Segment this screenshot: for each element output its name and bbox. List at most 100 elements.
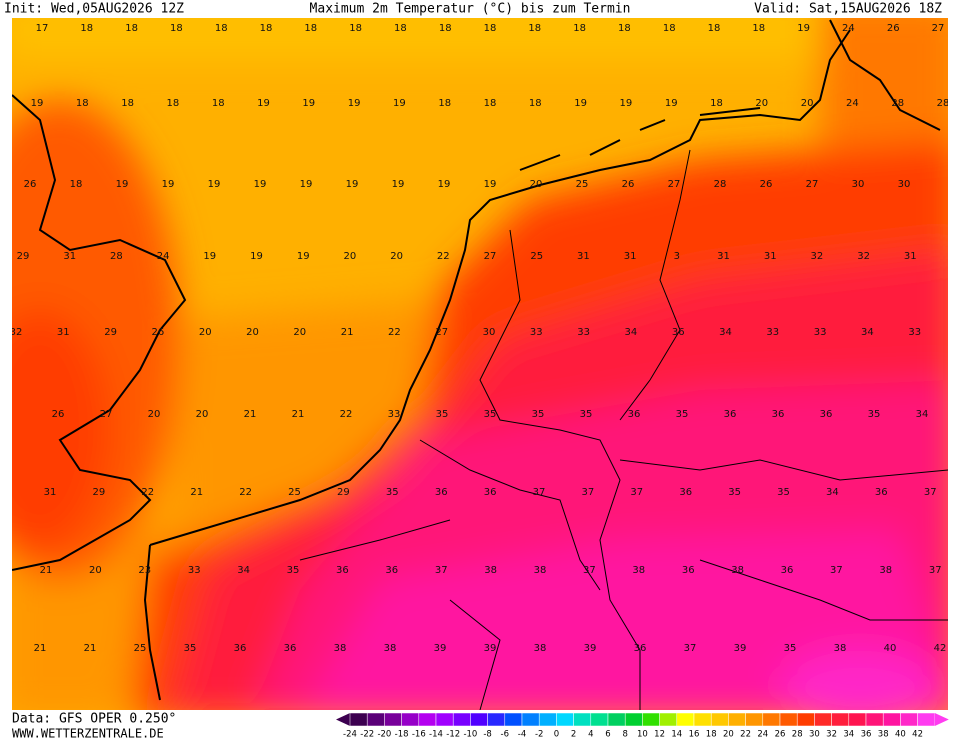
temperature-value: 20: [199, 327, 212, 338]
temperature-value: 18: [215, 23, 228, 34]
temperature-value: 35: [436, 409, 449, 420]
temperature-value: 24: [842, 23, 855, 34]
temperature-value: 18: [260, 23, 273, 34]
temperature-value: 30: [898, 179, 911, 190]
temperature-value: 27: [484, 251, 497, 262]
legend-swatch: [607, 712, 626, 727]
temperature-value: 21: [84, 643, 97, 654]
legend-label: 14: [671, 730, 682, 740]
legend-label: -4: [518, 730, 526, 740]
temperature-value: 32: [857, 251, 870, 262]
legend-swatch: [745, 712, 764, 727]
map-title: Maximum 2m Temperatur (°C) bis zum Termi…: [310, 2, 631, 17]
temperature-value: 29: [93, 487, 106, 498]
temperature-value: 32: [811, 251, 824, 262]
temperature-value: 35: [777, 487, 790, 498]
legend-label: -24: [343, 730, 357, 740]
legend-swatch: [556, 712, 574, 727]
temperature-value: 42: [934, 643, 947, 654]
legend-swatch: [418, 712, 437, 727]
temperature-value: 28: [937, 98, 950, 109]
legend-swatch: [349, 712, 368, 727]
legend-label: 4: [588, 730, 593, 740]
legend-swatch: [521, 712, 540, 727]
legend-label: -6: [501, 730, 509, 740]
temperature-value: 20: [89, 565, 102, 576]
temperature-value: 25: [134, 643, 147, 654]
temperature-value: 18: [70, 179, 83, 190]
temperature-value: 37: [684, 643, 697, 654]
temperature-value: 20: [344, 251, 357, 262]
temperature-value: 31: [63, 251, 76, 262]
legend-label: 20: [723, 730, 734, 740]
temperature-value: 27: [100, 409, 113, 420]
temperature-value: 19: [250, 251, 263, 262]
legend-label: 26: [775, 730, 786, 740]
website: WWW.WETTERZENTRALE.DE: [12, 727, 164, 741]
temperature-value: 19: [393, 98, 406, 109]
temperature-value: 20: [755, 98, 768, 109]
temperature-value: 19: [300, 179, 313, 190]
temperature-value: 31: [764, 251, 777, 262]
temperature-value: 18: [663, 23, 676, 34]
legend-swatch: [504, 712, 523, 727]
temperature-value: 37: [583, 565, 596, 576]
temperature-value: 19: [203, 251, 216, 262]
temperature-value: 30: [483, 327, 496, 338]
temperature-value: 3: [674, 251, 680, 262]
temperature-value: 18: [304, 23, 317, 34]
temperature-value: 36: [820, 409, 833, 420]
temperature-value: 27: [932, 23, 945, 34]
temperature-value: 22: [239, 487, 252, 498]
temperature-value: 22: [388, 327, 401, 338]
temperature-value: 39: [484, 643, 497, 654]
temperature-value: 37: [533, 487, 546, 498]
legend-swatch: [573, 712, 592, 727]
temperature-value: 38: [384, 643, 397, 654]
data-source: Data: GFS OPER 0.250°: [12, 712, 176, 727]
temperature-value: 36: [628, 409, 641, 420]
legend-label: -2: [535, 730, 543, 740]
temperature-value: 19: [297, 251, 310, 262]
legend-swatch: [435, 712, 454, 727]
temperature-value: 37: [830, 565, 843, 576]
temperature-value: 18: [484, 98, 497, 109]
temperature-value: 24: [157, 251, 170, 262]
legend-swatch: [538, 712, 557, 727]
temperature-value: 36: [484, 487, 497, 498]
temperature-value: 34: [237, 565, 250, 576]
temperature-value: 34: [861, 327, 874, 338]
temperature-value: 31: [577, 251, 590, 262]
temperature-value: 28: [110, 251, 123, 262]
legend-label: -16: [412, 730, 426, 740]
temperature-value: 38: [534, 565, 547, 576]
temperature-value: 39: [434, 643, 447, 654]
temperature-value: 26: [622, 179, 635, 190]
temperature-value: 19: [484, 179, 497, 190]
temperature-value: 33: [530, 327, 543, 338]
legend-swatch: [487, 712, 506, 727]
temperature-value: 33: [908, 327, 921, 338]
temperature-value: 18: [394, 23, 407, 34]
temperature-value: 36: [679, 487, 692, 498]
temperature-value: 18: [170, 23, 183, 34]
temperature-value: 18: [80, 23, 93, 34]
temperature-value: 25: [576, 179, 589, 190]
legend-label: -18: [395, 730, 409, 740]
temperature-value: 34: [719, 327, 732, 338]
temperature-value: 35: [532, 409, 545, 420]
temperature-value: 35: [676, 409, 689, 420]
temperature-value: 38: [334, 643, 347, 654]
temperature-value: 34: [826, 487, 839, 498]
temperature-value: 31: [624, 251, 637, 262]
temperature-value: 18: [484, 23, 497, 34]
temperature-value: 35: [386, 487, 399, 498]
legend-swatch: [779, 712, 798, 727]
temperature-value: 18: [529, 98, 542, 109]
temperature-value: 36: [284, 643, 297, 654]
legend-label: -8: [483, 730, 491, 740]
legend-label: 30: [809, 730, 820, 740]
temperature-value: 19: [620, 98, 633, 109]
temperature-value: 32: [10, 327, 23, 338]
temperature-value: 21: [34, 643, 47, 654]
